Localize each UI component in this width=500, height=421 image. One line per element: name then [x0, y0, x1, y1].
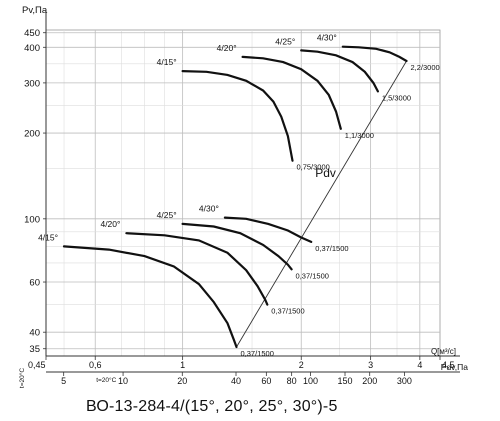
- pdv-tick-label: 40: [231, 376, 241, 386]
- fan-curve: [341, 45, 408, 63]
- motor-power-label: 0,37/1500: [271, 307, 304, 316]
- x-tick-label: 4,5: [442, 360, 455, 370]
- chart-caption: ВО-13-284-4/(15°, 20°, 25°, 30°)-5: [86, 398, 338, 415]
- blade-angle-label: 4/25°: [157, 210, 177, 220]
- pdv-tick-label: 100: [303, 376, 318, 386]
- dynamic-pressure-label: Pdv: [315, 166, 336, 180]
- y-axis-label: Pv,Па: [22, 5, 48, 16]
- fan-curve: [300, 49, 379, 93]
- x-tick-label: 2: [299, 360, 304, 370]
- fan-curve: [181, 222, 293, 271]
- y-tick-label: 300: [24, 78, 40, 89]
- blade-angle-label: 4/20°: [100, 219, 120, 229]
- y-tick-label: 450: [24, 28, 40, 39]
- fan-curve: [241, 55, 342, 130]
- blade-angle-label: 4/25°: [275, 36, 295, 46]
- pdv-axis-label: Pdv,Па: [441, 362, 468, 372]
- blade-angle-label: 4/15°: [38, 232, 58, 242]
- x-tick-label: 3: [368, 360, 373, 370]
- fan-curve: [181, 70, 294, 162]
- motor-power-label: 1,5/3000: [382, 93, 411, 102]
- fan-curve: [223, 216, 313, 243]
- y-tick-label: 400: [24, 43, 40, 54]
- x-tick-label: 0,6: [89, 360, 102, 370]
- blade-angle-label: 4/30°: [199, 204, 219, 214]
- pdv-tick-label: 80: [287, 376, 297, 386]
- y-tick-label: 60: [29, 278, 40, 289]
- blade-angle-label: 4/15°: [157, 57, 177, 67]
- side-label-temperature: t=20°C: [18, 368, 26, 388]
- motor-power-label: 0,37/1500: [241, 349, 274, 358]
- fan-curve: [62, 245, 238, 349]
- x-tick-label: 0,45: [28, 360, 46, 370]
- y-tick-label: 35: [29, 344, 40, 355]
- dynamic-pressure-line: [236, 60, 407, 348]
- x-axis-label: Q[м³/с]: [431, 347, 456, 356]
- pdv-temperature-label: t=20°C: [96, 376, 116, 384]
- y-tick-label: 100: [24, 214, 40, 225]
- y-tick-label: 40: [29, 328, 40, 339]
- fan-curve: [125, 232, 269, 306]
- pdv-tick-label: 5: [61, 376, 66, 386]
- pdv-tick-label: 150: [337, 376, 352, 386]
- motor-power-label: 0,37/1500: [296, 271, 329, 280]
- x-tick-label: 4: [417, 360, 422, 370]
- motor-power-label: 2,2/3000: [411, 63, 440, 72]
- x-tick-label: 1: [180, 360, 185, 370]
- motor-power-label: 0,75/3000: [296, 163, 329, 172]
- pdv-tick-label: 300: [397, 376, 412, 386]
- pdv-tick-label: 10: [118, 376, 128, 386]
- motor-power-label: 1,1/3000: [345, 131, 374, 140]
- y-tick-label: 200: [24, 129, 40, 140]
- motor-power-label: 0,37/1500: [315, 244, 348, 253]
- blade-angle-label: 4/20°: [217, 43, 237, 53]
- blade-angle-label: 4/30°: [317, 33, 337, 43]
- pdv-tick-label: 60: [261, 376, 271, 386]
- pdv-tick-label: 20: [177, 376, 187, 386]
- pdv-tick-label: 200: [362, 376, 377, 386]
